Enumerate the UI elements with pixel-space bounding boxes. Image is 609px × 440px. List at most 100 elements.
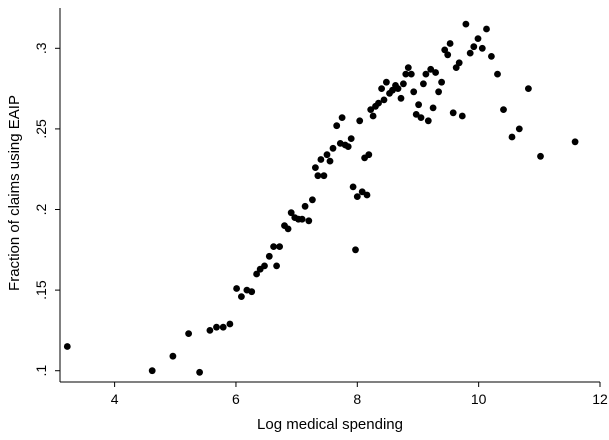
data-point [248, 288, 256, 296]
data-point [238, 293, 245, 300]
data-point [305, 217, 313, 225]
x-tick-label: 8 [353, 391, 361, 407]
x-ticks: 4 6 8 10 12 [111, 382, 608, 407]
data-point [449, 109, 457, 117]
y-tick-label: .25 [33, 119, 49, 139]
data-point [427, 65, 435, 73]
data-point [301, 202, 309, 210]
data-point [397, 94, 405, 102]
data-point [415, 101, 422, 109]
data-point [470, 43, 478, 51]
data-point [367, 106, 375, 113]
data-point [349, 183, 357, 191]
data-point [488, 53, 495, 60]
data-point [344, 143, 352, 151]
data-point [378, 85, 385, 92]
data-point [483, 25, 490, 33]
y-ticks: .1 .15 .2 .25 .3 [33, 42, 60, 377]
data-point [474, 35, 482, 42]
data-point [148, 367, 156, 375]
data-point [525, 85, 532, 92]
data-point [219, 323, 227, 331]
data-point [515, 125, 523, 133]
x-tick-label: 12 [592, 391, 608, 407]
data-point [273, 262, 280, 270]
data-point [358, 188, 366, 196]
data-point [353, 193, 361, 201]
x-tick-label: 6 [232, 391, 240, 407]
data-point [400, 80, 407, 88]
data-point [352, 246, 359, 254]
data-point [363, 191, 371, 199]
data-point [317, 156, 325, 163]
data-point [329, 144, 337, 152]
data-point [432, 69, 439, 76]
data-point [407, 70, 415, 78]
data-point [508, 133, 516, 141]
data-point [185, 330, 193, 337]
data-point [417, 114, 425, 121]
data-point [369, 112, 377, 120]
data-point [213, 323, 220, 331]
data-point [571, 138, 579, 146]
data-point [458, 112, 466, 120]
data-point [261, 262, 268, 270]
data-point [412, 111, 420, 118]
data-point [394, 85, 402, 92]
data-point [455, 59, 463, 67]
data-point [326, 157, 334, 165]
data-point [422, 70, 430, 78]
data-point [169, 352, 177, 360]
data-point [375, 99, 382, 107]
data-point [380, 96, 388, 104]
data-point [338, 114, 346, 121]
data-point [314, 172, 322, 180]
data-point [226, 320, 234, 328]
data-point [441, 46, 449, 54]
y-tick-label: .2 [33, 203, 49, 215]
data-point [444, 51, 452, 59]
data-point [435, 88, 442, 96]
data-point [424, 117, 432, 125]
data-point [446, 40, 454, 47]
data-point [402, 70, 410, 78]
data-point [265, 252, 273, 260]
data-point [333, 122, 341, 130]
x-axis-title: Log medical spending [257, 416, 403, 433]
data-point [309, 196, 316, 204]
data-point [429, 104, 437, 112]
data-point [312, 164, 319, 172]
data-point [383, 78, 390, 86]
data-point [365, 151, 373, 159]
data-point [404, 64, 412, 71]
data-point [410, 88, 418, 96]
data-point [253, 270, 260, 278]
data-point [287, 209, 295, 217]
y-tick-label: .1 [33, 365, 49, 377]
data-point [206, 327, 214, 334]
data-point [323, 151, 331, 159]
data-point [63, 343, 71, 350]
data-point [466, 49, 474, 57]
data-point [420, 80, 427, 88]
y-tick-label: .15 [33, 280, 49, 300]
data-point [356, 117, 364, 125]
x-tick-label: 10 [471, 391, 487, 407]
data-point [438, 78, 445, 86]
x-tick-label: 4 [111, 391, 119, 407]
data-point [233, 285, 241, 292]
data-point [196, 368, 204, 376]
data-point [284, 225, 292, 233]
data-point [478, 44, 486, 52]
y-axis-title: Fraction of claims using EAIP [6, 95, 23, 291]
y-tick-label: .3 [33, 42, 49, 54]
data-point [494, 70, 501, 78]
data-point [298, 215, 306, 223]
data-point [462, 20, 470, 28]
data-point [537, 152, 544, 160]
data-point [320, 172, 328, 180]
data-point [270, 243, 277, 251]
data-points [63, 20, 579, 376]
